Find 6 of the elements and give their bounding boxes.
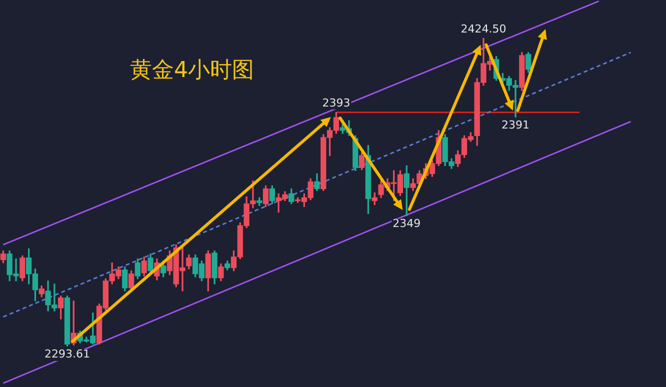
annotation: 2393 xyxy=(322,96,350,110)
annotation: 2424.50 xyxy=(460,22,506,36)
annotation: 2349 xyxy=(392,217,421,230)
annotation: 2391 xyxy=(502,118,530,132)
annotation: 2293.61 xyxy=(44,347,90,360)
text: 黄金4小时图 xyxy=(130,57,254,85)
